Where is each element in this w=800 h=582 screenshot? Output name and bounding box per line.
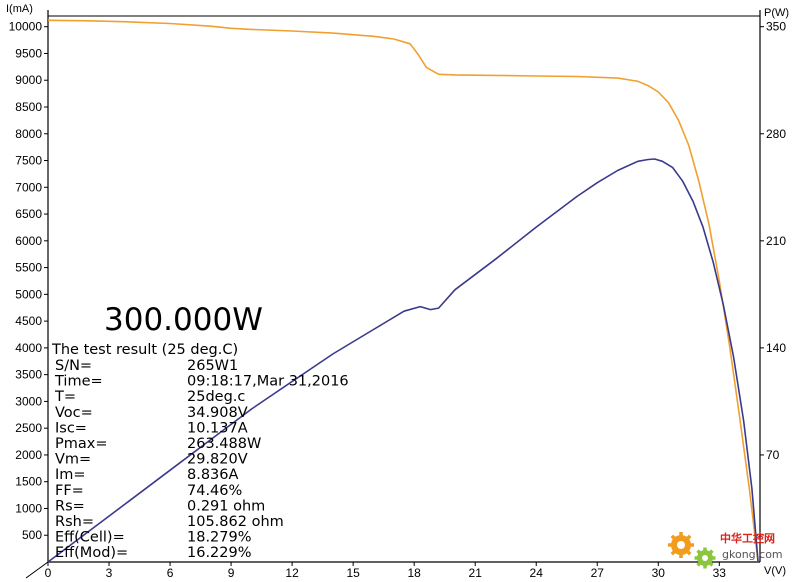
- result-label: FF=: [55, 483, 84, 499]
- result-label: Isc=: [55, 420, 87, 436]
- watermark-cn-text: 中华工控网: [720, 531, 775, 545]
- y-right-tick-label: 140: [766, 341, 786, 355]
- series-layer: [47, 19, 759, 563]
- result-value: 74.46%: [187, 483, 242, 499]
- y-right-axis-label: P(W): [764, 7, 789, 19]
- x-tick-label: 9: [228, 566, 235, 580]
- result-value: 265W1: [187, 358, 238, 374]
- y-left-tick-label: 5500: [15, 261, 42, 275]
- y-left-tick-label: 9000: [15, 73, 42, 87]
- y-right-tick-label: 210: [766, 234, 786, 248]
- result-label: Vm=: [55, 452, 91, 468]
- y-left-tick-label: 1500: [15, 475, 42, 489]
- axis-corner-tick: [25, 561, 49, 579]
- x-tick-label: 24: [530, 566, 544, 580]
- y-left-tick-label: 3500: [15, 368, 42, 382]
- orange-gear-icon: [668, 532, 694, 558]
- result-label: T=: [54, 389, 76, 405]
- result-title: The test result (25 deg.C): [51, 342, 238, 358]
- x-tick-label: 0: [45, 566, 52, 580]
- y-left-tick-label: 7000: [15, 180, 42, 194]
- result-value: 10.137A: [187, 420, 248, 436]
- y-left-tick-label: 3000: [15, 394, 42, 408]
- watermark-domain: gkong.com: [722, 548, 783, 561]
- x-tick-label: 15: [346, 566, 360, 580]
- x-tick-label: 3: [106, 566, 113, 580]
- current-curve-line: [47, 19, 759, 563]
- result-value: 34.908V: [187, 405, 248, 421]
- y-left-tick-label: 6500: [15, 207, 42, 221]
- y-left-tick-label: 2000: [15, 448, 42, 462]
- result-value: 263.488W: [187, 436, 261, 452]
- x-tick-label: 27: [591, 566, 605, 580]
- result-label: Voc=: [55, 405, 93, 421]
- result-value: 25deg.c: [187, 389, 245, 405]
- x-tick-label: 33: [713, 566, 727, 580]
- gkong-watermark: 中华工控网 gkong.com: [668, 531, 783, 569]
- y-right-tick-label: 280: [766, 127, 786, 141]
- y-left-tick-label: 1000: [15, 501, 42, 515]
- result-label: Rsh=: [55, 514, 94, 530]
- y-left-tick-label: 2500: [15, 421, 42, 435]
- x-tick-label: 12: [285, 566, 299, 580]
- result-label: Eff(Cell)=: [55, 530, 125, 546]
- power-curve-line: [47, 158, 759, 563]
- y-left-tick-label: 8000: [15, 127, 42, 141]
- power-readout: 300.000W: [104, 302, 263, 338]
- y-left-tick-label: 8500: [15, 100, 42, 114]
- result-value: 09:18:17,Mar 31,2016: [187, 374, 349, 390]
- results-block: S/N= 265W1 Time= 09:18:17,Mar 31,2016 T= 25de…: [54, 358, 349, 561]
- y-left-tick-label: 500: [22, 528, 42, 542]
- result-label: Rs=: [55, 498, 85, 514]
- y-right-tick-label: 350: [766, 20, 786, 34]
- y-left-tick-label: 9500: [15, 46, 42, 60]
- y-left-tick-label: 4000: [15, 341, 42, 355]
- result-value: 0.291 ohm: [187, 498, 265, 514]
- result-label: Eff(Mod)=: [55, 545, 128, 561]
- x-tick-label: 18: [407, 566, 421, 580]
- result-value: 8.836A: [187, 467, 239, 483]
- green-gear-icon: [694, 547, 716, 569]
- y-right-tick-label: 70: [766, 448, 780, 462]
- result-value: 29.820V: [187, 452, 248, 468]
- ticks-layer: 0 3 6 9 12 15 18 21 24 27 30 33 500 1000 1500 2000 2500 3…: [9, 20, 787, 580]
- y-left-tick-label: 4500: [15, 314, 42, 328]
- y-left-axis-label: I(mA): [6, 3, 33, 15]
- y-left-tick-label: 6000: [15, 234, 42, 248]
- result-value: 16.229%: [187, 545, 252, 561]
- y-left-tick-label: 10000: [9, 20, 43, 34]
- y-left-tick-label: 7500: [15, 154, 42, 168]
- result-value: 18.279%: [187, 530, 252, 546]
- result-value: 105.862 ohm: [187, 514, 284, 530]
- result-label: Time=: [54, 374, 103, 390]
- x-tick-label: 6: [167, 566, 174, 580]
- result-label: Pmax=: [55, 436, 108, 452]
- result-label: S/N=: [55, 358, 92, 374]
- x-tick-label: 21: [469, 566, 483, 580]
- x-axis-label: V(V): [764, 565, 786, 577]
- x-tick-label: 30: [652, 566, 666, 580]
- y-left-tick-label: 5000: [15, 287, 42, 301]
- result-label: Im=: [55, 467, 86, 483]
